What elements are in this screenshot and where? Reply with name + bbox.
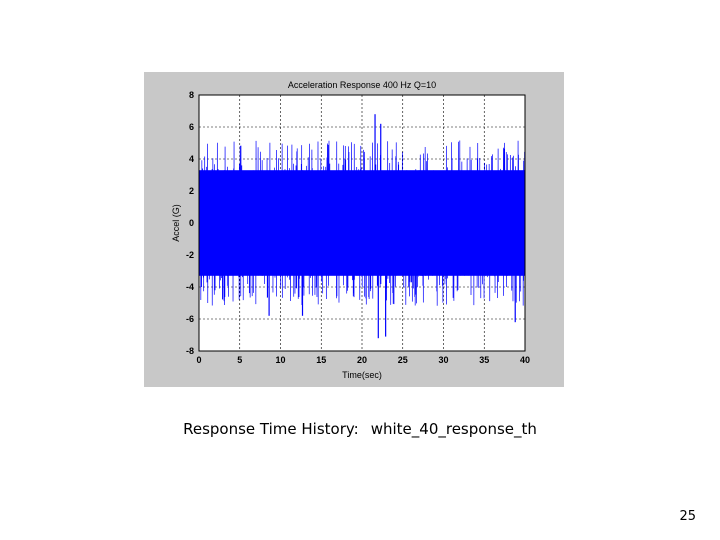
y-tick-label: 6: [189, 122, 194, 132]
signal-trace: [198, 140, 526, 306]
y-tick-label: 8: [189, 90, 194, 100]
caption-filename: white_40_response_th: [370, 420, 537, 438]
x-tick-label: 0: [196, 355, 201, 365]
x-tick-label: 5: [237, 355, 242, 365]
y-tick-labels: 8 6 4 2 0 -2 -4 -6 -8: [186, 90, 194, 356]
acceleration-signal: [198, 140, 526, 306]
plot-frame: [198, 94, 526, 352]
x-tick-label: 10: [275, 355, 285, 365]
caption-label: Response Time History:: [183, 420, 359, 438]
y-axis-label: Accel (G): [171, 204, 181, 242]
x-tick-label: 20: [357, 355, 367, 365]
peak-spikes: [268, 114, 516, 339]
y-tick-label: 2: [189, 186, 194, 196]
x-tick-label: 35: [479, 355, 489, 365]
y-tick-label: 4: [189, 154, 194, 164]
x-tick-label: 30: [438, 355, 448, 365]
x-tick-label: 40: [520, 355, 530, 365]
x-tick-label: 15: [316, 355, 326, 365]
chart-title: Acceleration Response 400 Hz Q=10: [288, 80, 436, 90]
figure-panel: 0 5 10 15 20 25 30 35 40 8 6 4 2 0 -2 -4 -6 -8 Accelerat…: [144, 72, 564, 387]
figure-caption: Response Time History: white_40_response_…: [0, 420, 720, 438]
y-tick-label: 0: [189, 218, 194, 228]
y-tick-label: -2: [186, 250, 194, 260]
page-number: 25: [679, 509, 696, 524]
x-tick-label: 25: [398, 355, 408, 365]
y-tick-label: -8: [186, 346, 194, 356]
x-axis-label: Time(sec): [342, 370, 382, 380]
y-tick-label: -4: [186, 282, 194, 292]
x-tick-labels: 0 5 10 15 20 25 30 35 40: [196, 355, 530, 365]
y-tick-label: -6: [186, 314, 194, 324]
